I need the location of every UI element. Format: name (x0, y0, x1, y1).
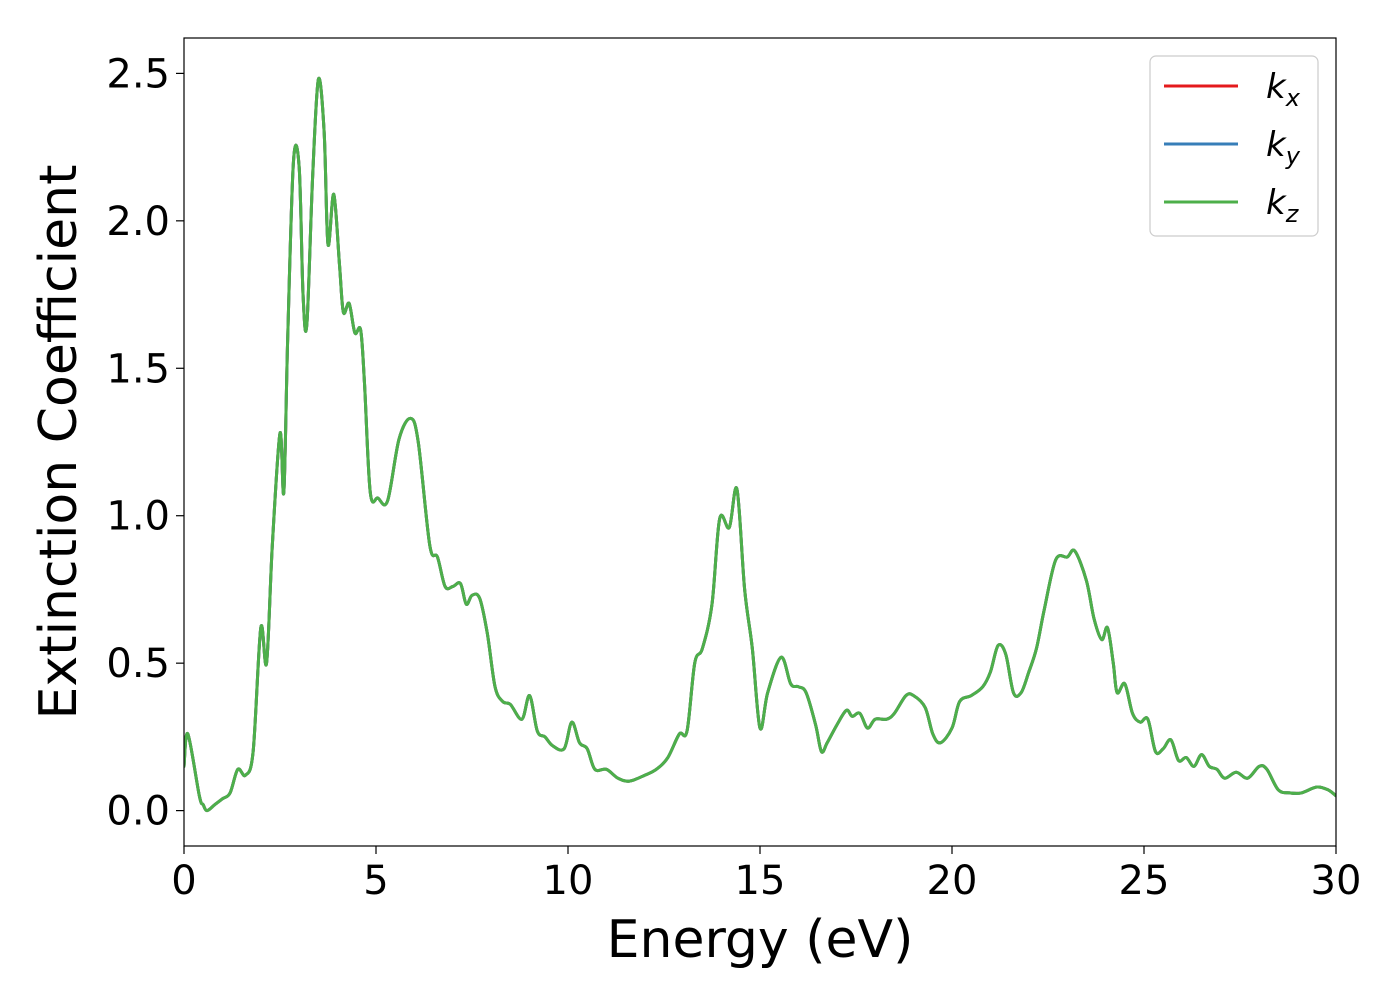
legend-label-k-y: ky (1266, 125, 1301, 170)
x-tick-label: 20 (927, 858, 978, 904)
series-layer (184, 76, 1336, 813)
y-tick-label: 1.5 (106, 346, 170, 392)
legend-label-base: k (1266, 125, 1287, 165)
legend-label-base: k (1266, 67, 1287, 107)
x-tick-label: 10 (543, 858, 594, 904)
y-axis-label: Extinction Coefficient (29, 165, 89, 720)
legend-label-subscript: z (1285, 200, 1300, 228)
y-tick-label: 0.5 (106, 641, 170, 687)
x-tick-label: 15 (735, 858, 786, 904)
x-axis-ticks: 0 5 10 15 20 25 30 (171, 846, 1361, 904)
y-tick-label: 2.5 (106, 51, 170, 97)
legend-label-k-x: kx (1266, 67, 1301, 112)
legend-label-subscript: y (1285, 142, 1301, 170)
x-tick-label: 25 (1119, 858, 1170, 904)
legend-label-subscript: x (1285, 84, 1301, 112)
y-tick-label: 1.0 (106, 494, 170, 540)
x-axis-label: Energy (eV) (607, 910, 914, 970)
y-axis-ticks: 0.0 0.5 1.0 1.5 2.0 2.5 (106, 51, 184, 835)
y-tick-label: 0.0 (106, 789, 170, 835)
legend-label-k-z: kz (1266, 183, 1300, 228)
x-tick-label: 5 (363, 858, 388, 904)
legend-box (1149, 55, 1319, 237)
x-tick-label: 0 (171, 858, 196, 904)
y-tick-label: 2.0 (106, 199, 170, 245)
series-line-k-z (184, 76, 1336, 813)
x-tick-label: 30 (1311, 858, 1362, 904)
legend-label-base: k (1266, 183, 1287, 223)
